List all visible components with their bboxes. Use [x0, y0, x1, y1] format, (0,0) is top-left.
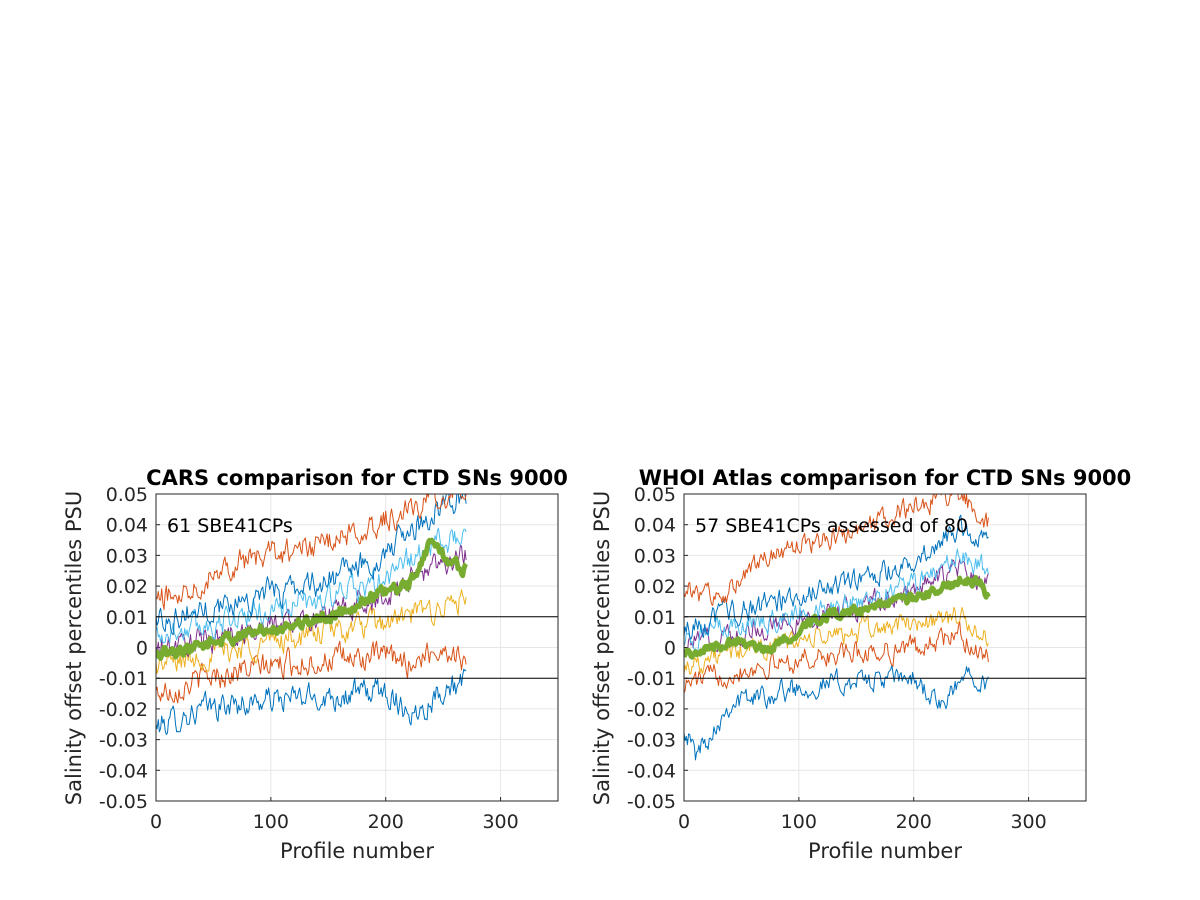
y-tick-label: 0.05 [634, 484, 676, 506]
x-tick-label: 300 [1010, 811, 1046, 833]
series-line-p90 [156, 494, 467, 611]
y-tick-label: -0.02 [99, 699, 148, 721]
y-tick-label: 0.02 [106, 576, 148, 598]
y-axis-label: Salinity offset percentiles PSU [62, 491, 86, 805]
series-line-median [684, 575, 991, 660]
y-tick-label: 0 [136, 638, 148, 660]
series-line-p60 [684, 548, 989, 653]
whoi-atlas-comparison-chart: Profile number Salinity offset percentil… [590, 466, 1131, 863]
y-tick-label: -0.03 [627, 730, 676, 752]
x-axis-label: Profile number [280, 839, 434, 863]
y-tick-label: -0.01 [627, 668, 676, 690]
x-tick-label: 100 [253, 811, 289, 833]
y-tick-label: 0.04 [634, 515, 676, 537]
chart-title: WHOI Atlas comparison for CTD SNs 9000 [639, 466, 1132, 490]
y-tick-label: 0.01 [634, 607, 676, 629]
chart-title: CARS comparison for CTD SNs 9000 [146, 466, 568, 490]
y-tick-label: 0.03 [634, 545, 676, 567]
y-tick-label: -0.05 [99, 791, 148, 813]
series-line-p5 [684, 664, 989, 761]
float-count-annotation: 61 SBE41CPs [167, 515, 293, 537]
x-tick-label: 0 [150, 811, 162, 833]
series-line-p75 [684, 514, 989, 640]
y-tick-label: 0.02 [634, 576, 676, 598]
y-tick-label: -0.05 [627, 791, 676, 813]
y-tick-label: -0.03 [99, 730, 148, 752]
float-count-annotation: 57 SBE41CPs assessed of 80 [695, 515, 968, 537]
series-line-p90 [684, 494, 989, 606]
y-tick-label: 0.03 [106, 545, 148, 567]
series-group [684, 494, 991, 761]
y-tick-label: -0.02 [627, 699, 676, 721]
y-tick-label: -0.04 [99, 760, 148, 782]
series-line-p5 [156, 668, 467, 735]
x-tick-label: 100 [781, 811, 817, 833]
y-tick-label: 0 [664, 638, 676, 660]
x-tick-label: 200 [368, 811, 404, 833]
x-tick-label: 300 [482, 811, 518, 833]
x-tick-label: 200 [896, 811, 932, 833]
series-line-p75 [156, 494, 467, 636]
cars-comparison-chart: Profile number Salinity offset percentil… [62, 466, 568, 863]
y-tick-label: -0.04 [627, 760, 676, 782]
x-tick-label: 0 [678, 811, 690, 833]
y-tick-label: 0.01 [106, 607, 148, 629]
series-line-p10 [156, 640, 467, 704]
y-tick-label: 0.04 [106, 515, 148, 537]
series-line-median [156, 537, 469, 661]
series-line-p60 [156, 527, 467, 644]
axes-frame [155, 493, 559, 802]
y-tick-label: 0.05 [106, 484, 148, 506]
y-tick-label: -0.01 [99, 668, 148, 690]
x-axis-label: Profile number [808, 839, 962, 863]
series-group [156, 494, 469, 735]
series-line-p10 [684, 621, 989, 694]
y-axis-label: Salinity offset percentiles PSU [590, 491, 614, 805]
axes-frame [683, 493, 1087, 802]
